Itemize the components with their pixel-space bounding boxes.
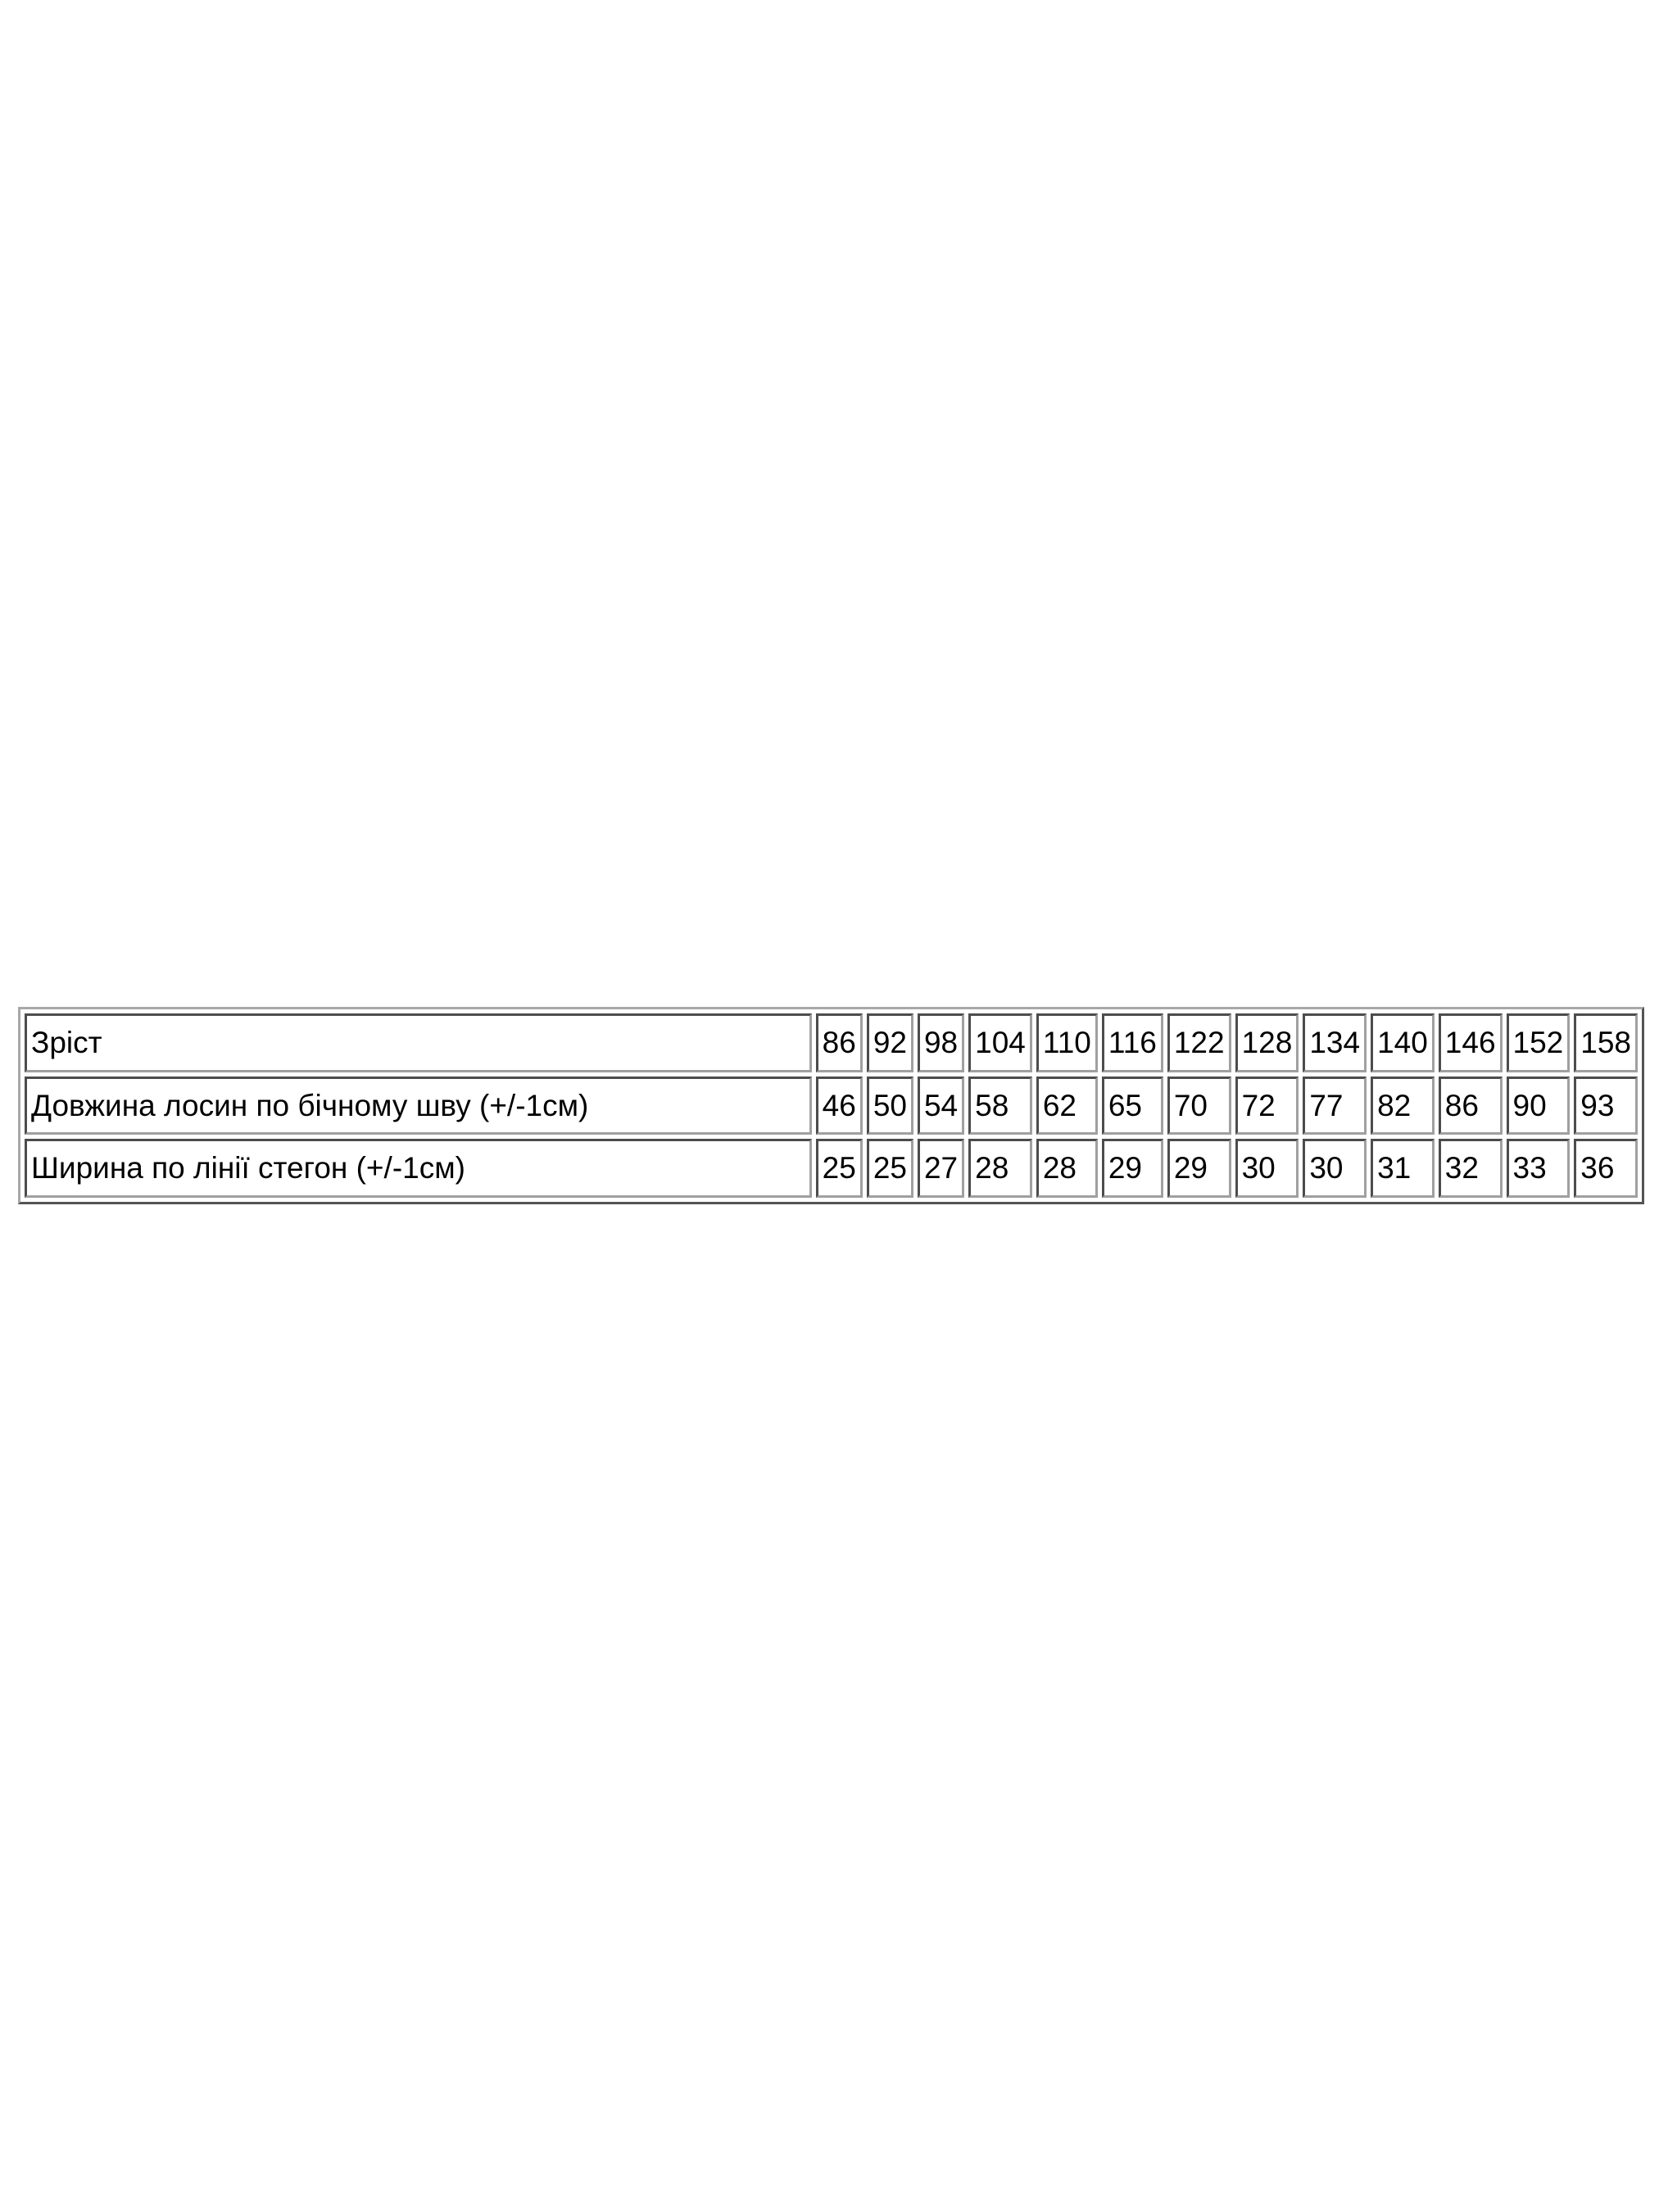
value-cell: 46 bbox=[815, 1076, 863, 1135]
value-cell: 128 bbox=[1235, 1013, 1299, 1072]
table-row: Ширина по лінії стегон (+/-1см) 25 25 27 28 2… bbox=[25, 1139, 1638, 1198]
value-cell: 28 bbox=[1036, 1139, 1098, 1198]
value-cell: 82 bbox=[1371, 1076, 1435, 1135]
value-cell: 25 bbox=[815, 1139, 863, 1198]
value-cell: 31 bbox=[1371, 1139, 1435, 1198]
value-cell: 29 bbox=[1167, 1139, 1231, 1198]
value-cell: 92 bbox=[866, 1013, 913, 1072]
value-cell: 140 bbox=[1371, 1013, 1435, 1072]
value-cell: 70 bbox=[1167, 1076, 1231, 1135]
value-cell: 50 bbox=[866, 1076, 913, 1135]
value-cell: 77 bbox=[1303, 1076, 1367, 1135]
table-row: Довжина лосин по бічному шву (+/-1см) 46 5… bbox=[25, 1076, 1638, 1135]
size-table-body: Зріст 86 92 98 104 110 116 122 128 134 140 146 152 15… bbox=[25, 1013, 1638, 1198]
size-table: Зріст 86 92 98 104 110 116 122 128 134 140 146 152 15… bbox=[18, 1007, 1644, 1204]
value-cell: 25 bbox=[866, 1139, 913, 1198]
value-cell: 152 bbox=[1506, 1013, 1571, 1072]
value-cell: 33 bbox=[1506, 1139, 1571, 1198]
value-cell: 32 bbox=[1438, 1139, 1503, 1198]
value-cell: 98 bbox=[917, 1013, 965, 1072]
value-cell: 146 bbox=[1438, 1013, 1503, 1072]
row-label-cell: Ширина по лінії стегон (+/-1см) bbox=[25, 1139, 812, 1198]
value-cell: 86 bbox=[815, 1013, 863, 1072]
table-row: Зріст 86 92 98 104 110 116 122 128 134 140 146 152 15… bbox=[25, 1013, 1638, 1072]
value-cell: 116 bbox=[1101, 1013, 1163, 1072]
value-cell: 134 bbox=[1303, 1013, 1367, 1072]
value-cell: 30 bbox=[1303, 1139, 1367, 1198]
value-cell: 72 bbox=[1235, 1076, 1299, 1135]
value-cell: 122 bbox=[1167, 1013, 1231, 1072]
value-cell: 36 bbox=[1574, 1139, 1638, 1198]
value-cell: 58 bbox=[968, 1076, 1032, 1135]
value-cell: 110 bbox=[1036, 1013, 1098, 1072]
row-label-cell: Довжина лосин по бічному шву (+/-1см) bbox=[25, 1076, 812, 1135]
value-cell: 90 bbox=[1506, 1076, 1571, 1135]
value-cell: 93 bbox=[1574, 1076, 1638, 1135]
value-cell: 104 bbox=[968, 1013, 1032, 1072]
value-cell: 62 bbox=[1036, 1076, 1098, 1135]
value-cell: 30 bbox=[1235, 1139, 1299, 1198]
value-cell: 65 bbox=[1101, 1076, 1163, 1135]
row-label-cell: Зріст bbox=[25, 1013, 812, 1072]
value-cell: 54 bbox=[917, 1076, 965, 1135]
value-cell: 86 bbox=[1438, 1076, 1503, 1135]
value-cell: 27 bbox=[917, 1139, 965, 1198]
value-cell: 158 bbox=[1574, 1013, 1638, 1072]
value-cell: 28 bbox=[968, 1139, 1032, 1198]
value-cell: 29 bbox=[1101, 1139, 1163, 1198]
